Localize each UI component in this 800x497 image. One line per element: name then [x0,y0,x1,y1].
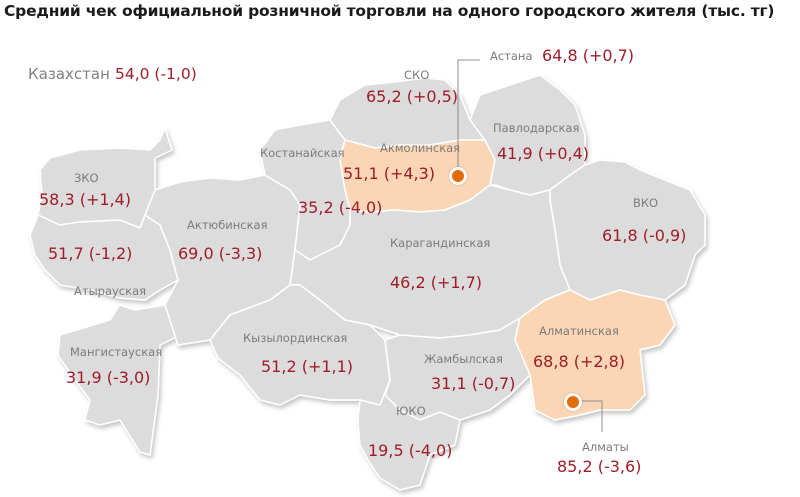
astana-location-marker[interactable] [449,167,467,185]
region-value-vko: 61,8 (-0,9) [602,226,687,245]
country-summary: Казахстан 54,0 (-1,0) [28,64,197,83]
region-value-astana: 64,8 (+0,7) [542,46,635,65]
region-atyrau[interactable] [29,214,179,301]
region-name-pavlodar: Павлодарская [493,121,580,135]
region-value-pavlodar: 41,9 (+0,4) [497,144,590,163]
country-name: Казахстан [28,65,110,83]
country-value: 54,0 (-1,0) [114,65,197,83]
region-value-yuko: 19,5 (-4,0) [368,441,453,460]
region-name-akmola: Акмолинская [380,141,461,155]
region-name-zko: ЗКО [74,171,99,185]
region-name-aktobe: Актюбинская [187,218,268,232]
region-almaty[interactable] [514,289,676,421]
region-value-atyrau: 51,7 (-1,2) [48,244,133,263]
region-name-almaty: Алматинская [539,324,619,338]
region-name-karaganda: Карагандинская [390,236,491,250]
region-value-sko: 65,2 (+0,5) [366,87,459,106]
region-name-sko: СКО [404,68,430,82]
region-value-almaty-city: 85,2 (-3,6) [557,457,642,476]
region-name-vko: ВКО [633,196,659,210]
region-yuko[interactable] [357,379,461,491]
region-value-zhambyl: 31,1 (-0,7) [431,374,516,393]
region-value-mangystau: 31,9 (-3,0) [66,368,151,387]
region-name-atyrau: Атырауская [74,284,147,298]
region-name-astana: Астана [490,49,533,63]
almaty-leader-line [578,400,603,432]
page-title: Средний чек официальной розничной торгов… [4,2,775,20]
region-name-kyzylorda: Кызылординская [243,331,348,345]
region-name-kostanay: Костанайская [260,146,345,160]
region-value-aktobe: 69,0 (-3,3) [178,244,263,263]
region-value-akmola: 51,1 (+4,3) [343,164,436,183]
region-value-zko: 58,3 (+1,4) [39,190,132,209]
region-value-almaty: 68,8 (+2,8) [533,352,626,371]
region-value-kyzylorda: 51,2 (+1,1) [261,357,354,376]
region-name-mangystau: Мангистауская [70,345,163,359]
region-name-almaty-city: Алматы [582,440,629,454]
astana-leader-line [457,59,480,170]
region-name-zhambyl: Жамбылская [424,352,503,366]
region-mangystau[interactable] [57,304,181,456]
region-name-yuko: ЮКО [396,404,426,418]
region-value-kostanay: 35,2 (-4,0) [298,198,383,217]
region-value-karaganda: 46,2 (+1,7) [390,273,483,292]
almaty-location-marker[interactable] [564,393,582,411]
